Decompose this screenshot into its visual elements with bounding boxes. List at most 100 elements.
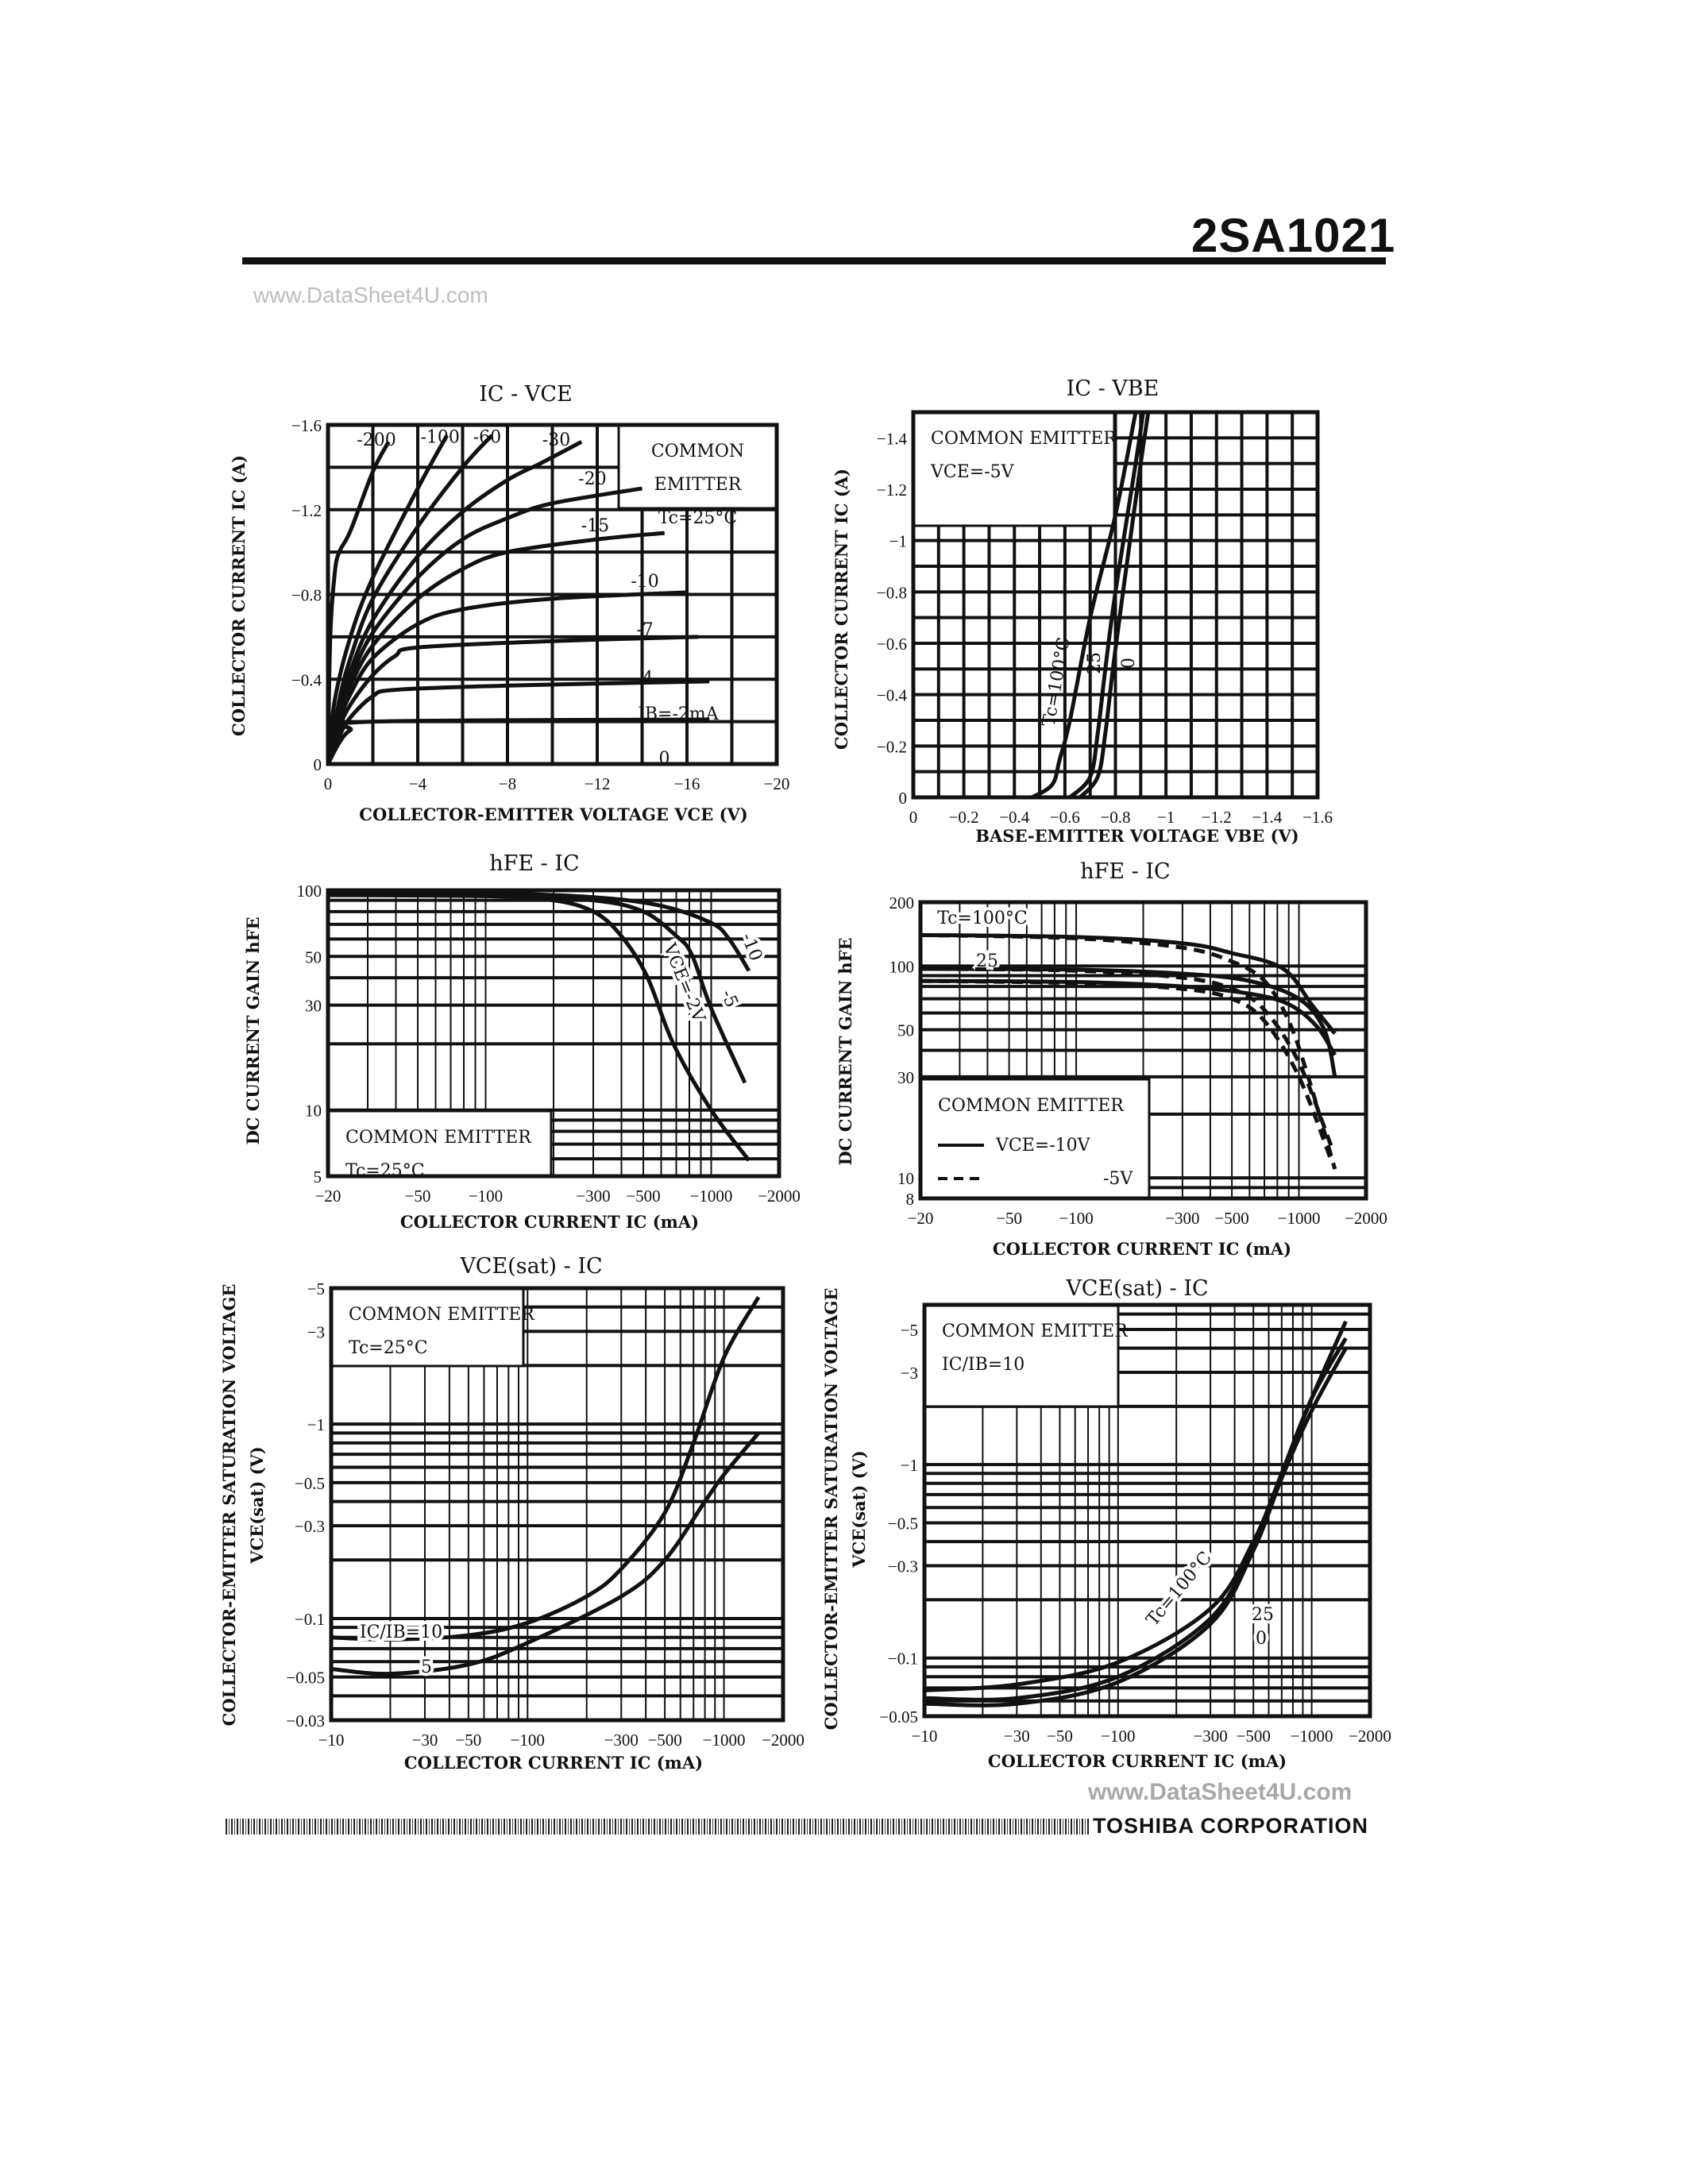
- watermark-top: www.DataSheet4U.com: [253, 283, 488, 307]
- x-tick-label: −2000: [758, 1187, 801, 1206]
- y-tick-label: 10: [897, 1169, 914, 1188]
- series-label: IC/IB=10: [360, 1623, 442, 1642]
- plot-frame: [326, 888, 781, 1179]
- y-axis-label: COLLECTOR CURRENT IC (A): [229, 455, 249, 736]
- info-box: [617, 423, 778, 510]
- y-tick-label: 30: [897, 1068, 914, 1087]
- series-line: [1068, 411, 1145, 799]
- x-tick-label: −1000: [1291, 1727, 1333, 1746]
- y-tick-label: −1: [307, 1415, 325, 1434]
- x-tick-label: −300: [1165, 1209, 1199, 1228]
- y-axis-label: COLLECTOR-EMITTER SATURATION VOLTAGE: [219, 1284, 239, 1727]
- footer-bar: [226, 1819, 1090, 1835]
- y-axis-label: DC CURRENT GAIN hFE: [835, 937, 855, 1165]
- series-label: Tc=100°C: [1039, 636, 1074, 728]
- x-tick-label: −10: [912, 1727, 938, 1746]
- chart-title: VCE(sat) - IC: [1065, 1276, 1208, 1301]
- chart-5: COMMON EMITTER Tc=25°C IC/IB=10 5 −10 −30 −50 −…: [219, 1254, 805, 1773]
- series-label: -5: [716, 987, 741, 1010]
- series-line: [326, 717, 710, 766]
- x-tick-label: −10: [318, 1731, 345, 1750]
- series-line: [924, 1337, 1348, 1702]
- x-tick-label: −50: [1047, 1727, 1073, 1746]
- x-tick-label: −500: [626, 1187, 660, 1206]
- y-tick-label: −3: [901, 1364, 918, 1383]
- series-line: [1079, 411, 1151, 799]
- plot-frame: [922, 1302, 1372, 1719]
- y-tick-label: −5: [901, 1321, 918, 1340]
- series-line: [326, 679, 710, 765]
- x-tick-label: −1000: [1278, 1209, 1321, 1228]
- x-tick-label: −16: [674, 774, 700, 793]
- y-tick-label: −3: [307, 1322, 325, 1341]
- info-box-line: COMMON EMITTER: [345, 1128, 532, 1148]
- x-axis-label: BASE-EMITTER VOLTAGE VBE (V): [975, 826, 1299, 846]
- series-label: 5: [421, 1657, 432, 1677]
- x-tick-label: −20: [764, 774, 790, 793]
- info-box-line: Tc=25°C: [349, 1338, 428, 1358]
- info-box-line: COMMON EMITTER: [349, 1305, 535, 1325]
- y-tick-label: −1.2: [291, 501, 322, 520]
- y-tick-label: −1.2: [877, 480, 907, 500]
- plot-frame: [911, 410, 1320, 800]
- x-tick-label: −500: [647, 1731, 681, 1750]
- series-label: IB=-2mA: [638, 704, 720, 724]
- series-label: -200: [357, 430, 396, 450]
- y-tick-label: 0: [314, 755, 322, 774]
- y-tick-label: 10: [305, 1102, 322, 1121]
- info-box-line: COMMON EMITTER: [931, 429, 1117, 449]
- series-label: 0: [658, 749, 669, 769]
- x-tick-label: −300: [604, 1731, 639, 1750]
- y-axis-label-unit: VCE(sat) (V): [849, 1450, 869, 1569]
- y-tick-label: −0.8: [877, 583, 907, 602]
- x-tick-label: −0.8: [1100, 808, 1130, 827]
- x-tick-label: −50: [996, 1209, 1022, 1228]
- series-label: 25: [1252, 1605, 1274, 1625]
- y-tick-label: −0.4: [877, 686, 908, 705]
- info-box: [330, 1287, 525, 1368]
- info-box-line: Tc=25°C: [658, 508, 738, 528]
- series-label: -60: [473, 428, 501, 448]
- x-tick-label: −100: [1101, 1727, 1135, 1746]
- x-tick-label: −0.4: [999, 808, 1030, 827]
- footer-company: TOSHIBA CORPORATION: [1093, 1814, 1369, 1838]
- y-tick-label: 5: [314, 1167, 322, 1187]
- x-tick-label: −8: [499, 774, 516, 793]
- series-line: [330, 1295, 761, 1642]
- y-tick-label: 200: [889, 893, 915, 913]
- series-label: 0: [1119, 658, 1139, 669]
- header-rule: [242, 257, 1386, 264]
- watermark-bottom: www.DataSheet4U.com: [1088, 1779, 1352, 1805]
- y-tick-label: −1.4: [877, 429, 908, 448]
- x-tick-label: −30: [412, 1731, 438, 1750]
- series-label: 25: [1085, 652, 1105, 674]
- x-tick-label: −500: [1214, 1209, 1248, 1228]
- chart-title: hFE - IC: [489, 851, 579, 876]
- y-tick-label: −0.1: [888, 1650, 918, 1669]
- series-label: -4: [636, 669, 653, 689]
- info-box-line: COMMON EMITTER: [942, 1322, 1129, 1341]
- x-tick-label: −2000: [762, 1731, 805, 1750]
- y-tick-label: 50: [897, 1021, 914, 1040]
- series-line: [330, 1431, 761, 1677]
- info-box: [326, 1109, 553, 1178]
- y-tick-label: 8: [906, 1190, 915, 1209]
- x-tick-label: −300: [576, 1187, 610, 1206]
- series-label: -20: [578, 469, 606, 489]
- grid: [330, 1287, 784, 1722]
- x-tick-label: −20: [315, 1187, 342, 1206]
- y-tick-label: 30: [305, 997, 322, 1016]
- x-tick-label: −4: [409, 774, 427, 793]
- y-axis-label: COLLECTOR CURRENT IC (A): [832, 469, 851, 750]
- series-line: [326, 590, 688, 765]
- y-tick-label: −0.03: [286, 1711, 325, 1731]
- y-tick-label: −0.5: [888, 1514, 918, 1533]
- y-tick-label: 50: [305, 947, 322, 967]
- info-box: [923, 1303, 1120, 1408]
- series-label: -15: [581, 516, 609, 536]
- y-tick-label: −1.6: [291, 416, 322, 435]
